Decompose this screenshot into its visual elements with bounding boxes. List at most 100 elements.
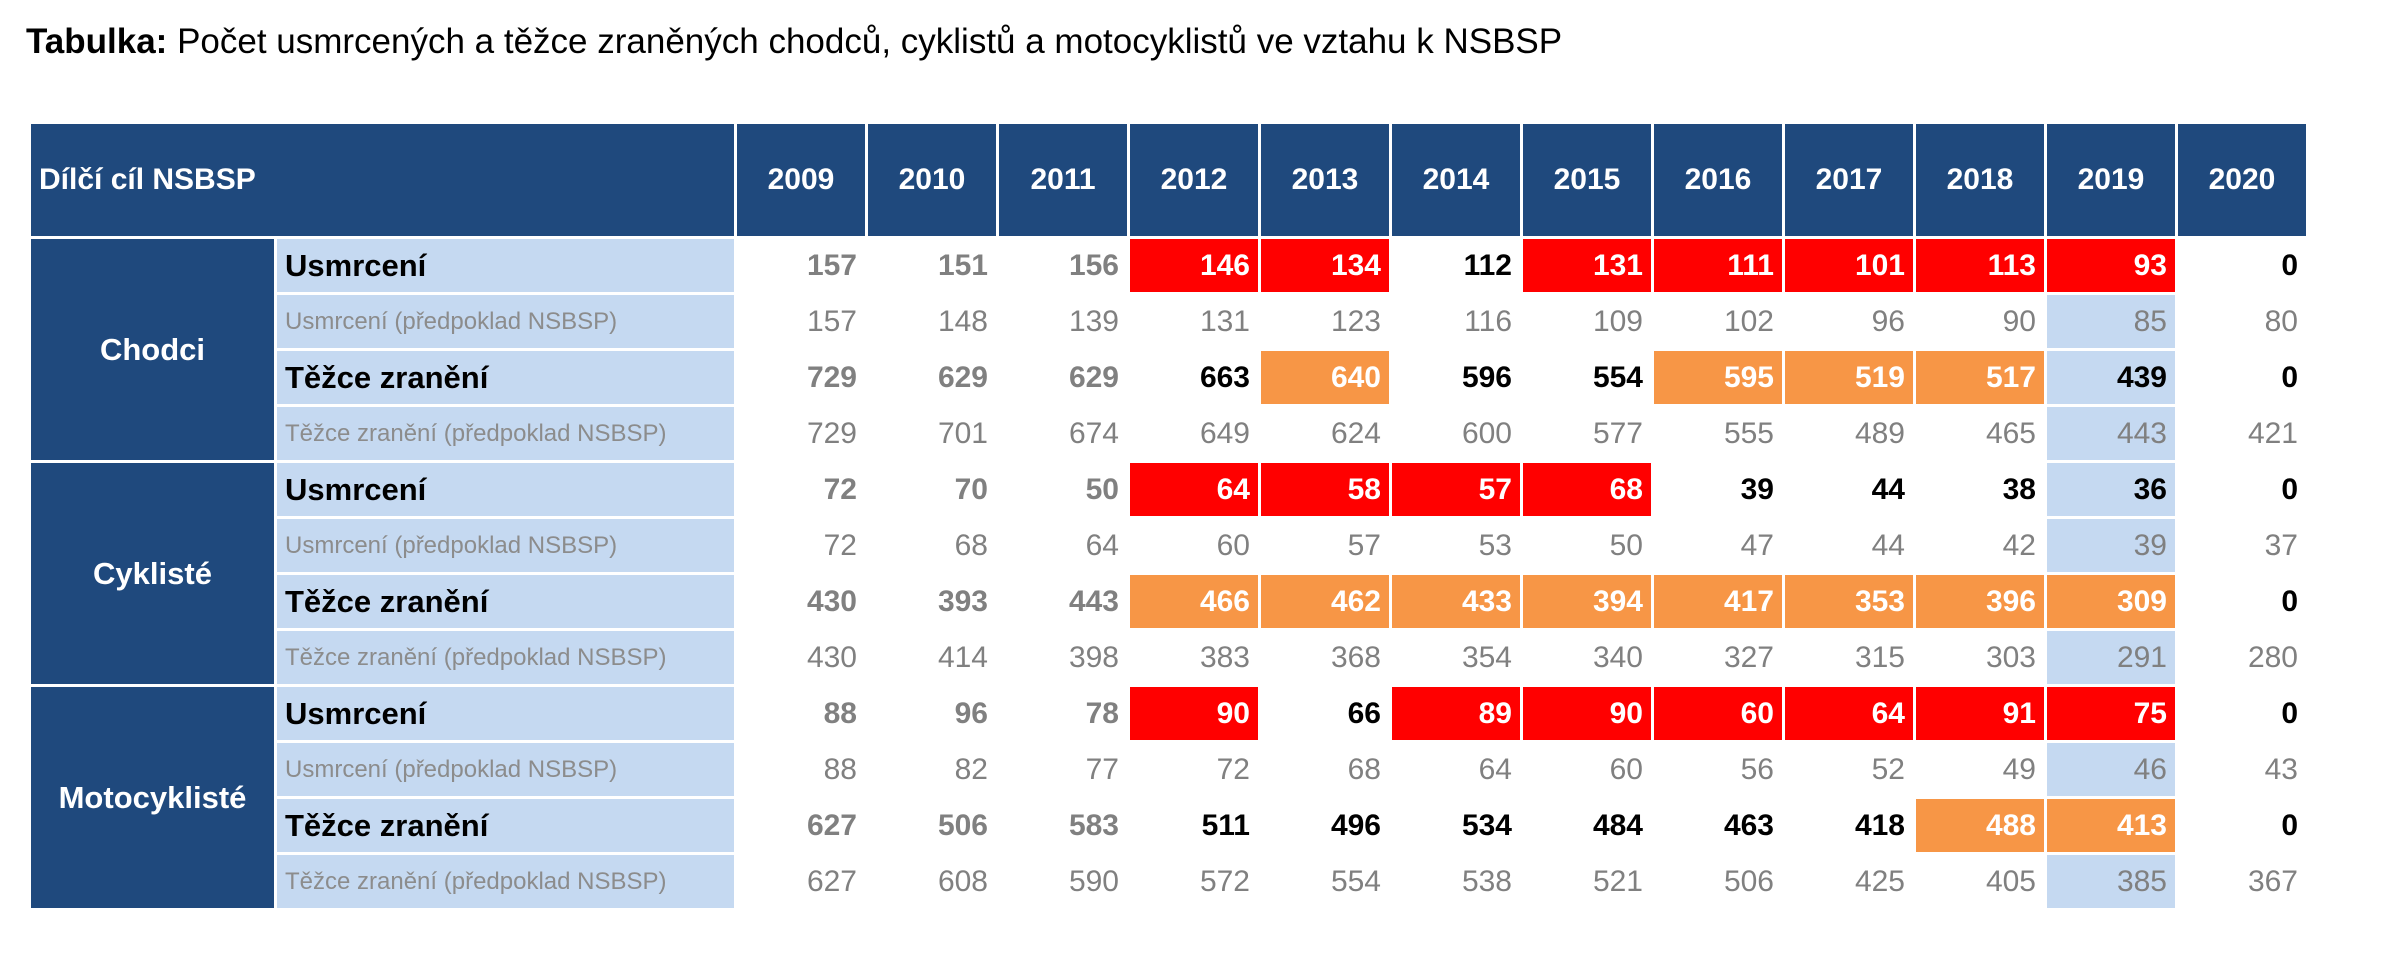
value-cell: 489: [1854, 416, 1905, 450]
value-cell: 90: [1130, 687, 1258, 740]
value-cell: 139: [1068, 304, 1119, 338]
caption-prefix: Tabulka:: [26, 22, 168, 61]
value-cell: 624: [1330, 416, 1381, 450]
value-cell: 96: [954, 696, 988, 730]
value-cell: 43: [2264, 752, 2298, 786]
value-cell: 44: [1871, 528, 1905, 562]
header-year: 2011: [999, 124, 1127, 236]
value-cell: 157: [806, 304, 857, 338]
value-cell: 101: [1785, 239, 1913, 292]
group-label: Chodci: [31, 239, 274, 460]
header-year: 2015: [1523, 124, 1651, 236]
value-cell: 148: [937, 304, 988, 338]
value-cell: 131: [1199, 304, 1250, 338]
value-cell: 50: [1085, 472, 1119, 506]
value-cell: 146: [1130, 239, 1258, 292]
row-label: Usmrcení: [277, 239, 734, 292]
header-row: Dílčí cíl NSBSP 2009 2010 2011 2012 2013 2014…: [31, 124, 2306, 236]
value-cell: 57: [1392, 463, 1520, 516]
value-cell: 0: [2281, 360, 2298, 394]
value-cell: 649: [1199, 416, 1250, 450]
row-label: Těžce zranění: [277, 575, 734, 628]
table-row: Těžce zranění (předpoklad NSBSP) 627 608 59…: [31, 855, 2306, 908]
value-cell: 439: [2047, 351, 2175, 404]
header-label: Dílčí cíl NSBSP: [31, 124, 734, 236]
value-cell: 57: [1347, 528, 1381, 562]
value-cell: 88: [823, 696, 857, 730]
value-cell: 90: [1523, 687, 1651, 740]
value-cell: 315: [1854, 640, 1905, 674]
value-cell: 396: [1916, 575, 2044, 628]
value-cell: 608: [937, 864, 988, 898]
value-cell: 111: [1654, 239, 1782, 292]
value-cell: 496: [1330, 808, 1381, 842]
value-cell: 466: [1130, 575, 1258, 628]
table-row: Těžce zranění 627 506 583 511 496 534 484 463 418…: [31, 799, 2306, 852]
value-cell: 354: [1461, 640, 1512, 674]
value-cell: 629: [1068, 360, 1119, 394]
value-cell: 517: [1916, 351, 2044, 404]
value-cell: 425: [1854, 864, 1905, 898]
value-cell: 131: [1523, 239, 1651, 292]
value-cell: 554: [1592, 360, 1643, 394]
table-caption: Tabulka: Počet usmrcených a těžce zraněn…: [26, 22, 1562, 62]
value-cell: 72: [1216, 752, 1250, 786]
table-row: Usmrcení (předpoklad NSBSP) 88 82 77 72 68 64 6…: [31, 743, 2306, 796]
value-cell: 385: [2047, 855, 2175, 908]
value-cell: 112: [1463, 248, 1512, 282]
value-cell: 109: [1592, 304, 1643, 338]
value-cell: 353: [1785, 575, 1913, 628]
header-year: 2013: [1261, 124, 1389, 236]
table-row: Těžce zranění 430 393 443 466 462 433 394 417 353…: [31, 575, 2306, 628]
value-cell: 414: [937, 640, 988, 674]
value-cell: 430: [806, 640, 857, 674]
value-cell: 627: [806, 808, 857, 842]
row-label: Těžce zranění: [277, 799, 734, 852]
table-row: Usmrcení (předpoklad NSBSP) 157 148 139 131 1…: [31, 295, 2306, 348]
value-cell: 583: [1068, 808, 1119, 842]
value-cell: 0: [2281, 248, 2298, 282]
header-year: 2009: [737, 124, 865, 236]
value-cell: 555: [1723, 416, 1774, 450]
header-year: 2012: [1130, 124, 1258, 236]
value-cell: 368: [1330, 640, 1381, 674]
value-cell: 600: [1461, 416, 1512, 450]
value-cell: 60: [1216, 528, 1250, 562]
value-cell: 729: [806, 416, 857, 450]
value-cell: 640: [1261, 351, 1389, 404]
value-cell: 303: [1985, 640, 2036, 674]
value-cell: 663: [1199, 360, 1250, 394]
value-cell: 50: [1609, 528, 1643, 562]
value-cell: 80: [2264, 304, 2298, 338]
value-cell: 572: [1199, 864, 1250, 898]
value-cell: 393: [937, 584, 988, 618]
row-label: Těžce zranění (předpoklad NSBSP): [277, 631, 734, 684]
header-year: 2020: [2178, 124, 2306, 236]
group-label: Motocyklisté: [31, 687, 274, 908]
value-cell: 383: [1199, 640, 1250, 674]
value-cell: 511: [1201, 808, 1250, 842]
value-cell: 90: [2002, 304, 2036, 338]
value-cell: 85: [2047, 295, 2175, 348]
value-cell: 596: [1461, 360, 1512, 394]
value-cell: 37: [2264, 528, 2298, 562]
value-cell: 47: [1740, 528, 1774, 562]
header-year: 2017: [1785, 124, 1913, 236]
value-cell: 340: [1592, 640, 1643, 674]
row-label: Usmrcení (předpoklad NSBSP): [277, 519, 734, 572]
value-cell: 0: [2281, 472, 2298, 506]
nsbsp-table: Dílčí cíl NSBSP 2009 2010 2011 2012 2013 2014…: [28, 121, 2309, 911]
value-cell: 157: [806, 248, 857, 282]
value-cell: 443: [2047, 407, 2175, 460]
value-cell: 64: [1130, 463, 1258, 516]
value-cell: 96: [1871, 304, 1905, 338]
row-label: Těžce zranění: [277, 351, 734, 404]
value-cell: 0: [2281, 696, 2298, 730]
value-cell: 39: [2047, 519, 2175, 572]
row-label: Usmrcení: [277, 463, 734, 516]
value-cell: 151: [937, 248, 988, 282]
value-cell: 462: [1261, 575, 1389, 628]
value-cell: 60: [1654, 687, 1782, 740]
value-cell: 39: [1740, 472, 1774, 506]
value-cell: 75: [2047, 687, 2175, 740]
